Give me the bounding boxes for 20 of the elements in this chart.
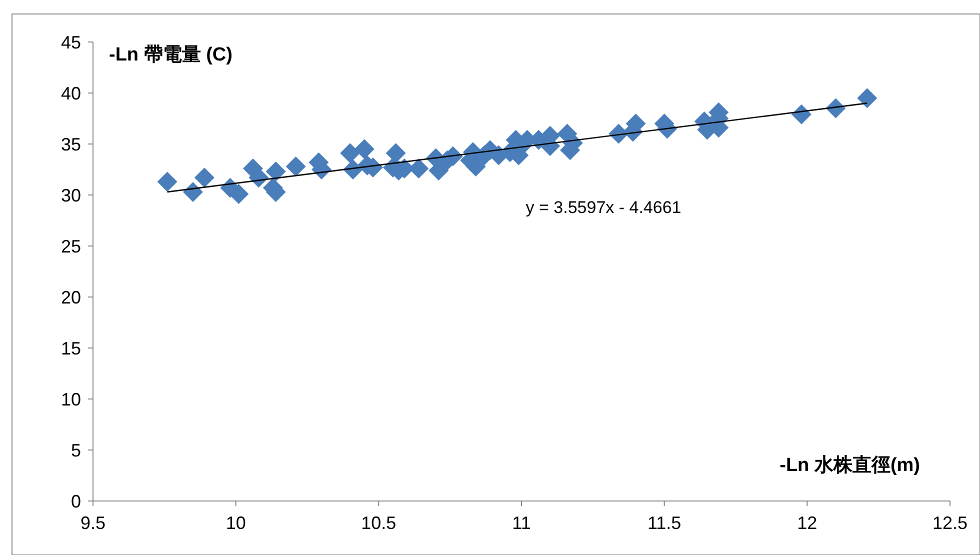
y-tick-label: 10 [60,389,81,410]
x-tick-label: 12.5 [932,513,968,533]
y-axis-title: -Ln 帶電量 (C) [109,44,232,66]
annotation: y = 3.5597x - 4.4661 [526,198,682,217]
x-tick-label: 10.5 [361,513,396,533]
y-tick-label: 45 [60,32,81,52]
y-tick-label: 15 [60,338,81,358]
y-tick-label: 40 [60,83,81,104]
y-tick-label: 0 [70,491,81,512]
x-tick-label: 9.5 [80,513,106,533]
x-tick-label: 10 [226,513,246,533]
x-tick-label: 11.5 [647,513,682,533]
x-tick-label: 11 [512,513,531,533]
y-tick-label: 25 [60,236,81,256]
y-tick-label: 5 [70,440,81,460]
x-axis-title: -Ln 水株直徑(m) [780,454,920,476]
y-tick-label: 20 [60,287,81,308]
y-tick-label: 35 [60,134,81,154]
y-tick-label: 30 [60,185,81,206]
x-tick-label: 12 [797,513,818,533]
